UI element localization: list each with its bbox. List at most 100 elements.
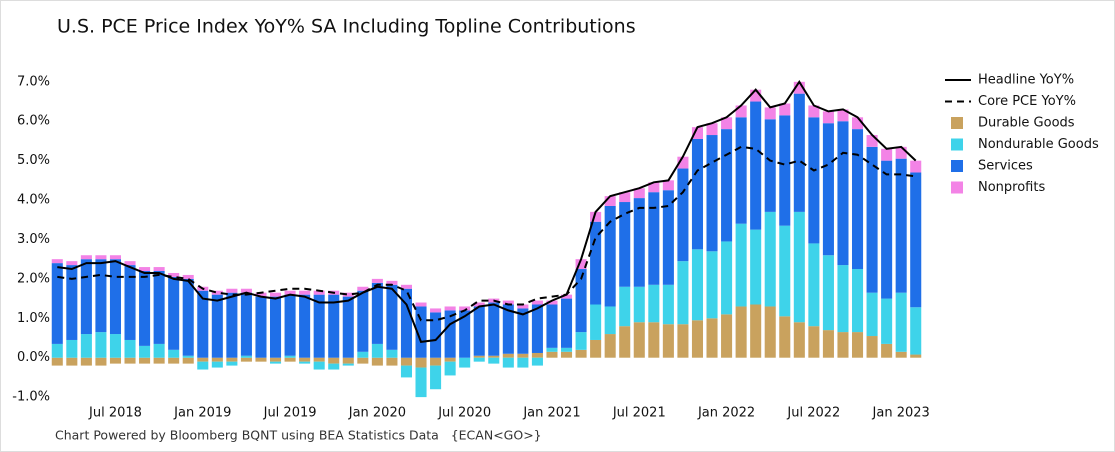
bar-segment <box>575 259 587 270</box>
bar-segment <box>95 259 107 333</box>
bar-segment <box>313 357 325 362</box>
bar-segment <box>706 318 718 358</box>
bar-segment <box>619 202 631 287</box>
bar-segment <box>400 365 413 378</box>
bar-segment <box>866 135 878 147</box>
y-tick-label: 1.0% <box>17 311 50 326</box>
legend-label: Durable Goods <box>978 116 1075 131</box>
bar-segment <box>531 304 543 353</box>
bar-segment <box>80 255 92 260</box>
bar-segment <box>822 255 834 331</box>
bar-segment <box>182 278 194 356</box>
bar-segment <box>168 272 180 277</box>
bar-segment <box>139 271 151 346</box>
bar-segment <box>51 259 63 264</box>
bar-segment <box>211 357 223 362</box>
bar-segment <box>706 251 718 319</box>
bar-segment <box>211 361 223 368</box>
bar-segment <box>648 192 660 285</box>
bar-segment <box>240 292 252 356</box>
bar-segment <box>648 284 660 323</box>
bar-segment <box>66 261 78 266</box>
bar-segment <box>357 286 369 291</box>
y-tick-label: 6.0% <box>17 114 50 129</box>
bar-segment <box>444 357 456 362</box>
bar-segment <box>124 357 136 364</box>
bar-segment <box>386 280 398 285</box>
x-tick-label: Jul 2021 <box>612 406 666 421</box>
bar-segment <box>488 302 500 356</box>
bar-segment <box>604 205 616 307</box>
bar-segment <box>517 353 529 358</box>
bar-segment <box>299 361 311 364</box>
bar-segment <box>299 357 311 362</box>
bar-segment <box>255 296 267 358</box>
bar-segment <box>619 326 631 358</box>
bar-segment <box>226 292 238 358</box>
bar-segment <box>677 261 689 325</box>
bar-segment <box>284 294 296 356</box>
bar-segment <box>182 274 194 279</box>
bar-segment <box>895 158 907 293</box>
bar-segment <box>750 229 762 305</box>
bar-segment <box>822 123 834 256</box>
legend-label: Headline YoY% <box>978 73 1074 88</box>
bar-segment <box>851 332 864 358</box>
bar-segment <box>837 109 849 122</box>
bar-segment <box>808 117 820 244</box>
bar-segment <box>153 271 165 344</box>
bar-segment <box>269 292 282 297</box>
bar-segment <box>895 146 907 159</box>
bar-segment <box>226 361 238 366</box>
bar-segment <box>881 160 893 299</box>
bar-segment <box>430 357 442 366</box>
bar-segment <box>269 357 282 362</box>
bar-segment <box>139 357 151 364</box>
bar-segment <box>473 357 485 362</box>
legend-swatch <box>951 181 963 194</box>
bar-segment <box>677 324 689 358</box>
bar-segment <box>822 111 834 124</box>
x-tick-label: Jan 2023 <box>872 406 930 421</box>
bar-segment <box>459 310 471 358</box>
bar-segment <box>677 168 689 262</box>
bar-segment <box>910 354 922 358</box>
bar-segment <box>95 357 107 366</box>
bar-segment <box>633 188 645 199</box>
bar-segment <box>808 243 820 327</box>
bar-segment <box>459 357 471 368</box>
bar-segment <box>240 357 252 362</box>
bar-segment <box>153 343 165 358</box>
bar-segment <box>764 306 776 358</box>
bar-segment <box>473 306 485 356</box>
bar-segment <box>837 265 849 333</box>
bar-segment <box>546 304 558 348</box>
bar-segment <box>517 308 529 354</box>
bar-segment <box>328 363 340 370</box>
bar-segment <box>255 357 267 362</box>
bar-segment <box>313 294 325 358</box>
bar-segment <box>197 357 209 362</box>
bar-segment <box>721 314 733 358</box>
bar-segment <box>371 278 383 283</box>
x-tick-label: Jul 2018 <box>88 406 142 421</box>
bar-segment <box>735 117 747 224</box>
bar-segment <box>648 182 660 193</box>
bar-segment <box>866 292 878 337</box>
bar-segment <box>735 223 747 307</box>
bar-segment <box>750 89 762 102</box>
bar-segment <box>342 292 354 297</box>
bar-segment <box>560 298 573 348</box>
bar-segment <box>648 322 660 358</box>
bar-segment <box>357 351 369 358</box>
bar-segment <box>444 306 456 311</box>
bar-segment <box>779 225 791 317</box>
bar-segment <box>240 288 252 293</box>
x-tick-label: Jul 2022 <box>786 406 840 421</box>
y-tick-label: -1.0% <box>12 390 50 405</box>
bar-segment <box>400 284 413 289</box>
bar-segment <box>269 361 282 364</box>
y-tick-label: 4.0% <box>17 193 50 208</box>
